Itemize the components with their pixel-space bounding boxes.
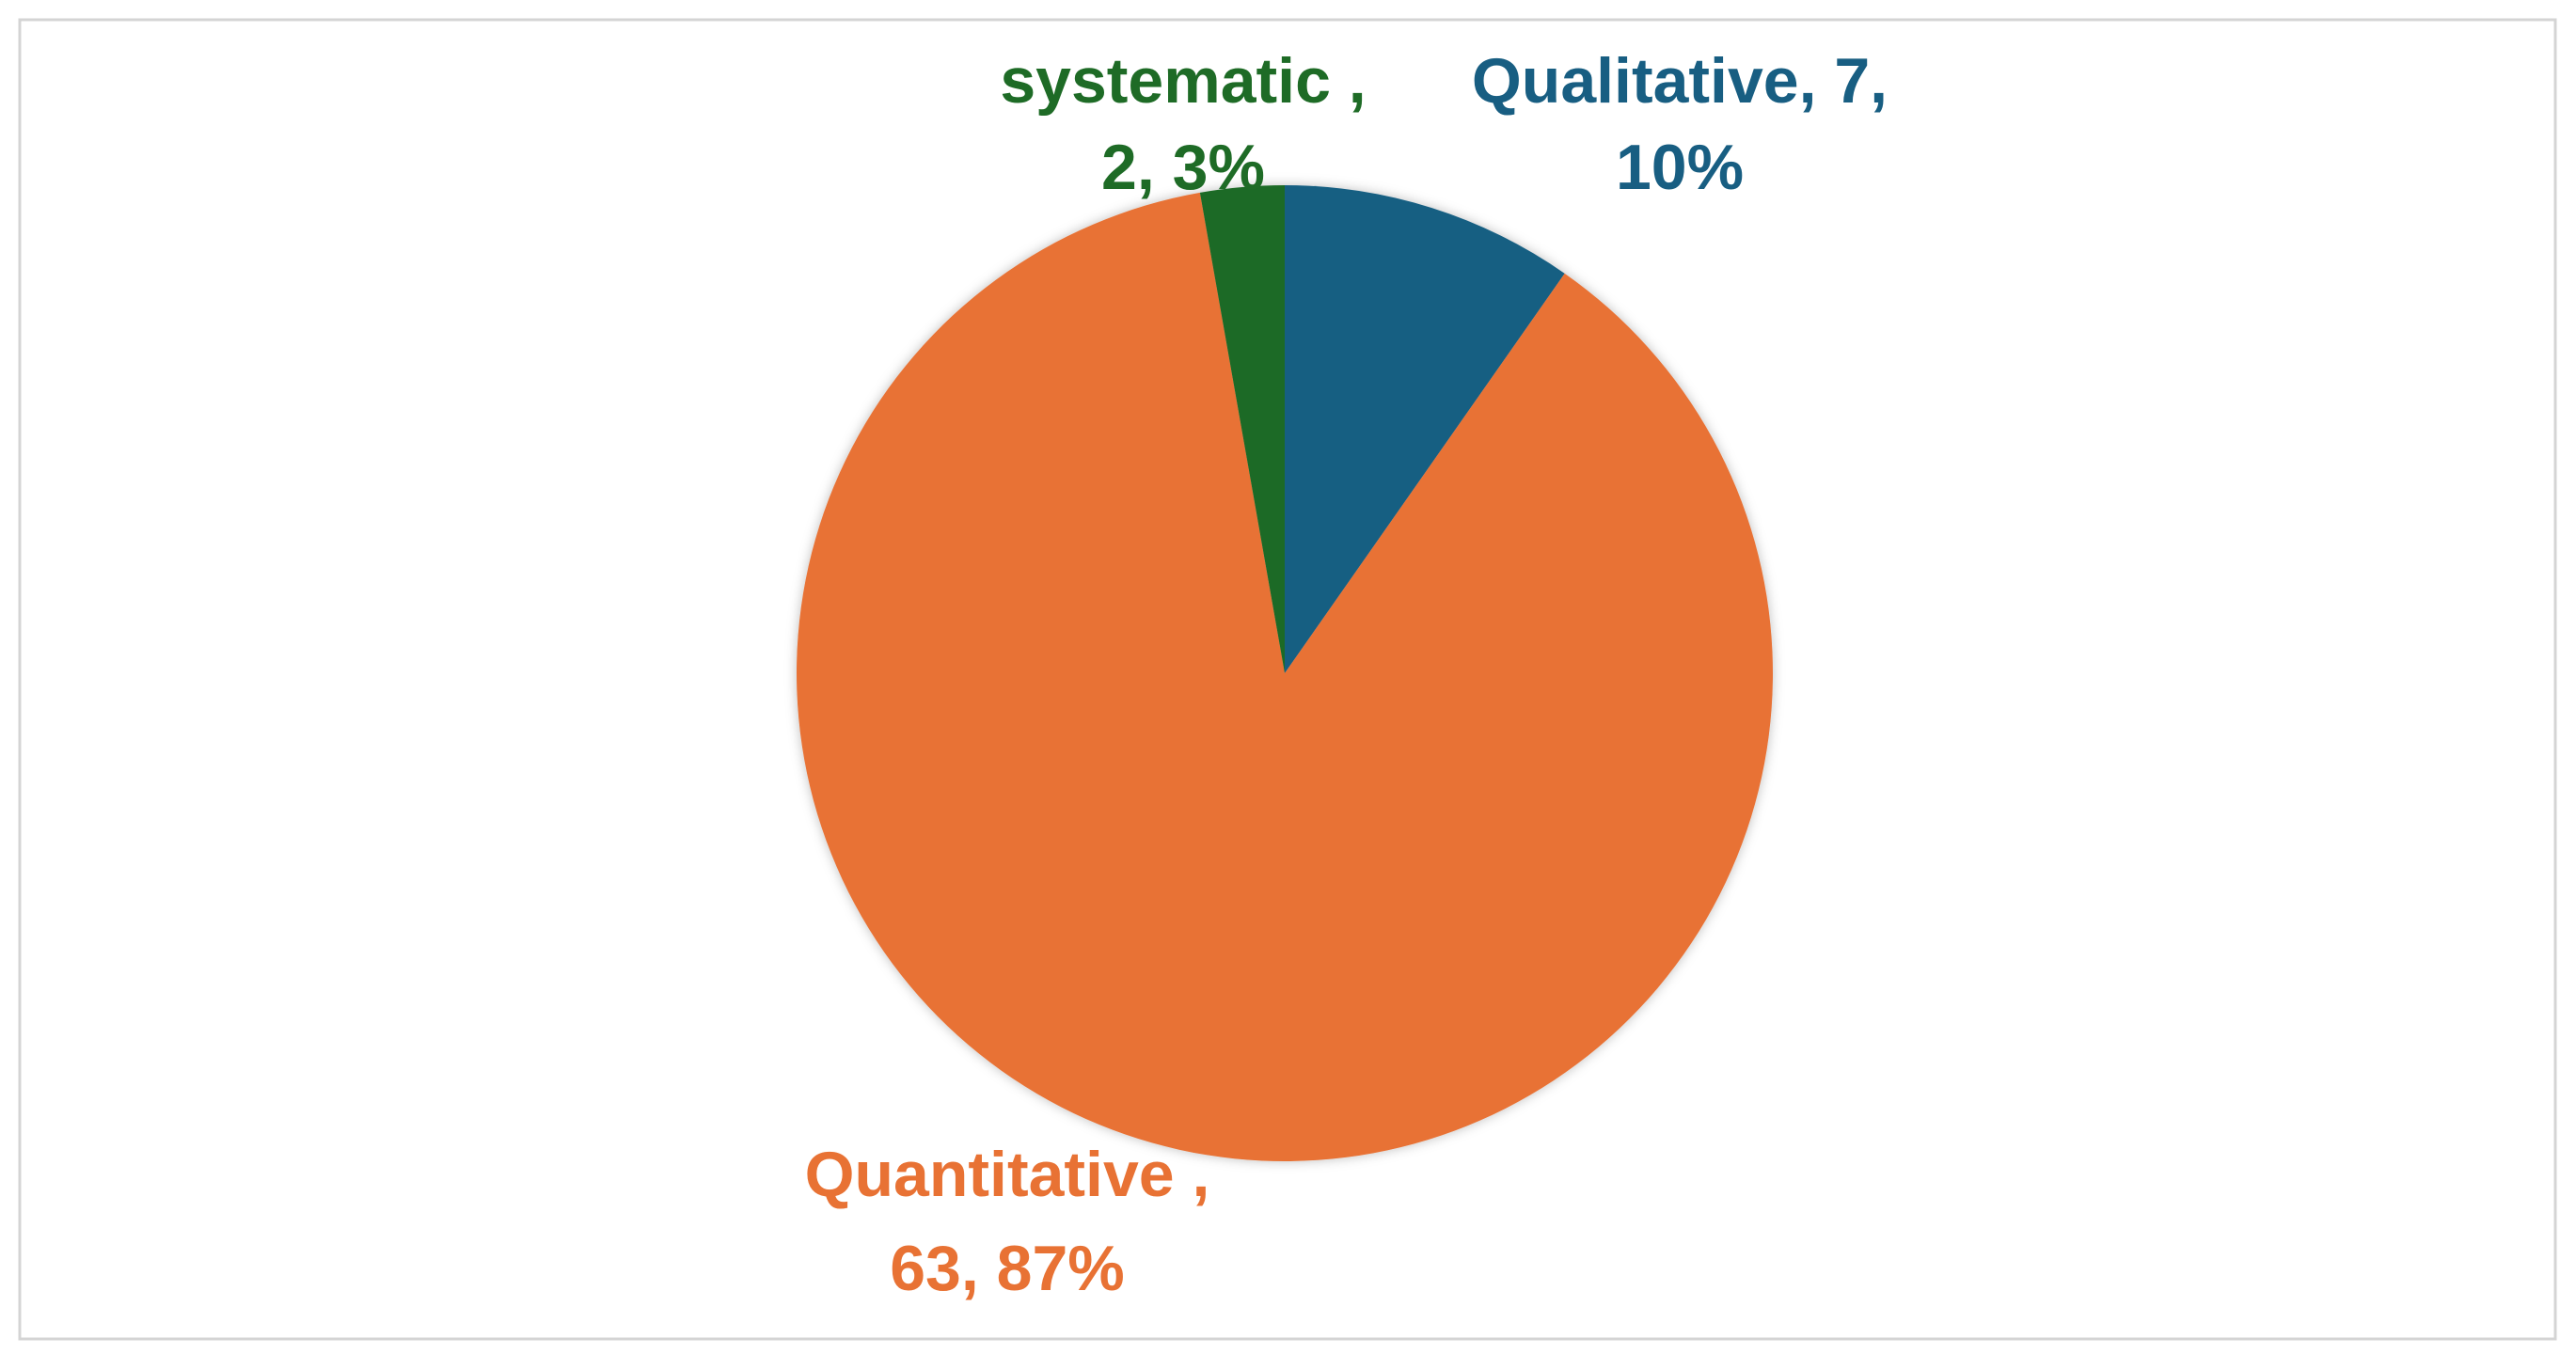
pie-slice <box>797 192 1774 1162</box>
data-label: 10% <box>1616 132 1744 203</box>
data-label: 2, 3% <box>1101 132 1265 203</box>
data-label: Quantitative , <box>805 1139 1210 1210</box>
pie-slice <box>1199 185 1285 673</box>
data-label: Qualitative, 7, <box>1472 45 1888 117</box>
data-label: 63, 87% <box>890 1233 1125 1304</box>
data-label: systematic , <box>1000 45 1366 117</box>
pie-slice <box>1285 185 1565 673</box>
pie <box>797 185 1774 1162</box>
